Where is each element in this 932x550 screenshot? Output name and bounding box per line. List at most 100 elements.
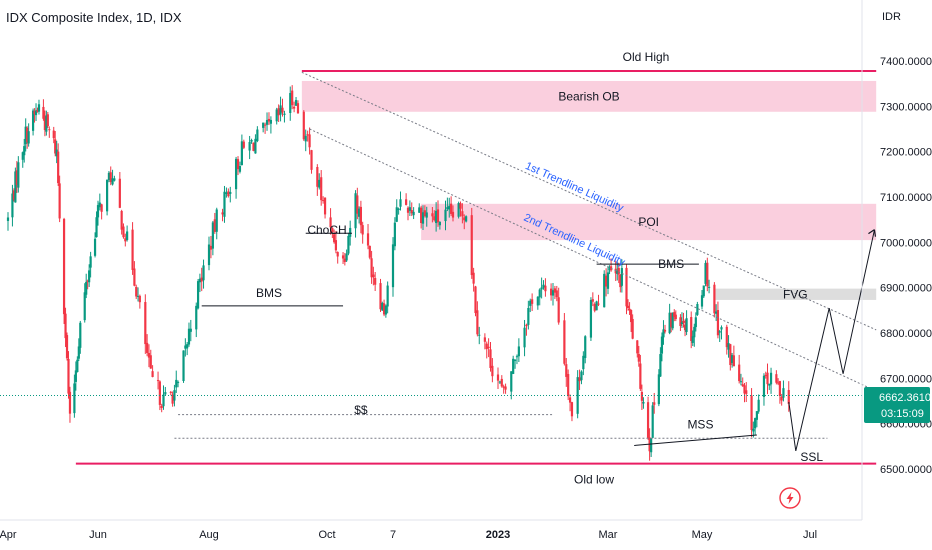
candle-body [211, 222, 214, 249]
candle-body [563, 320, 566, 364]
candle-body [650, 438, 653, 453]
candle-body [275, 109, 278, 122]
candle-body [223, 191, 226, 217]
candle-body [725, 326, 728, 348]
candle-body [459, 203, 462, 209]
candle-body [213, 219, 216, 232]
candle-body [693, 326, 696, 338]
candle-body [120, 210, 123, 230]
x-tick-label: 7 [390, 529, 396, 541]
candle-body [31, 110, 35, 131]
candle-body [630, 309, 633, 323]
candle-body [6, 217, 10, 221]
candle-body [349, 227, 352, 237]
candle-body [512, 358, 515, 374]
candle-body [718, 331, 721, 333]
candle-body [262, 122, 265, 128]
x-tick-label: Jun [89, 529, 107, 541]
candle-body [36, 109, 39, 112]
candle-body [690, 317, 693, 341]
candle-body [68, 391, 72, 414]
candle-body [716, 310, 720, 336]
candle-body [580, 371, 583, 381]
candle-body [250, 139, 253, 142]
candle-body [207, 244, 211, 266]
projection-arrowhead [868, 229, 877, 237]
candle-body [198, 278, 202, 283]
candle-body [111, 178, 114, 185]
price-badge: 6662.3610 03:15:09 [864, 387, 931, 423]
candle-body [451, 211, 455, 218]
candle-body [169, 391, 172, 393]
candle-body [591, 299, 594, 302]
candle-body [465, 216, 468, 222]
candle-body [769, 372, 773, 385]
candle-body [780, 396, 783, 401]
zone-label: FVG [783, 287, 808, 301]
candle-body [706, 262, 709, 287]
candle-body [435, 210, 438, 224]
candle-body [702, 285, 705, 297]
candle-body [322, 200, 325, 202]
candle-body [334, 240, 338, 251]
candle-body [418, 207, 421, 213]
candle-body [551, 290, 555, 296]
candle-body [787, 389, 790, 404]
candle-body [294, 100, 298, 106]
candle-body [361, 225, 364, 235]
candle-body [700, 295, 704, 307]
candle-body [374, 278, 377, 285]
trendline [309, 128, 877, 392]
candle-body [457, 203, 460, 217]
candle-body [73, 383, 76, 414]
candle-body [406, 207, 410, 213]
lightning-icon[interactable] [779, 487, 801, 509]
candle-body [122, 226, 125, 238]
candle-body [412, 211, 415, 216]
candle-body [517, 346, 520, 357]
candle-body [269, 119, 273, 124]
candle-body [766, 372, 769, 385]
candle-body [46, 114, 49, 127]
price-badge-bg [864, 387, 930, 423]
candle-body [323, 197, 327, 215]
candle-body [221, 212, 224, 215]
candle-body [151, 371, 154, 377]
candle-body [382, 303, 386, 315]
candle-body [584, 336, 587, 359]
candle-body [12, 190, 16, 200]
candle-body [345, 253, 348, 261]
candle-body [229, 191, 232, 194]
chart-title: IDX Composite Index, 1D, IDX [6, 10, 182, 25]
candle-body [189, 328, 192, 332]
candle-body [372, 274, 375, 278]
candle-body [57, 151, 60, 184]
candle-body [606, 272, 610, 289]
candle-body [757, 399, 760, 412]
lightning-icon-bolt [786, 492, 794, 504]
candle-body [691, 336, 694, 343]
level-label: Old High [623, 50, 670, 64]
x-tick-label: Aug [199, 529, 219, 541]
candle-body [306, 134, 309, 136]
candle-body [657, 374, 660, 405]
candle-body [234, 158, 238, 190]
candle-body [176, 381, 180, 383]
candle-body [679, 317, 682, 327]
candle-body [200, 277, 203, 282]
candle-body [745, 390, 748, 394]
candle-body [659, 354, 662, 377]
candle-body [472, 272, 475, 284]
candle-body [727, 343, 730, 350]
candle-body [605, 275, 608, 287]
candle-body [202, 265, 205, 281]
x-tick-label: 2023 [486, 529, 510, 541]
candle-body [523, 327, 526, 348]
candle-body [405, 199, 408, 205]
candle-body [135, 286, 138, 297]
candle-body [570, 402, 574, 417]
candle-body [356, 195, 359, 214]
candle-body [242, 141, 245, 148]
